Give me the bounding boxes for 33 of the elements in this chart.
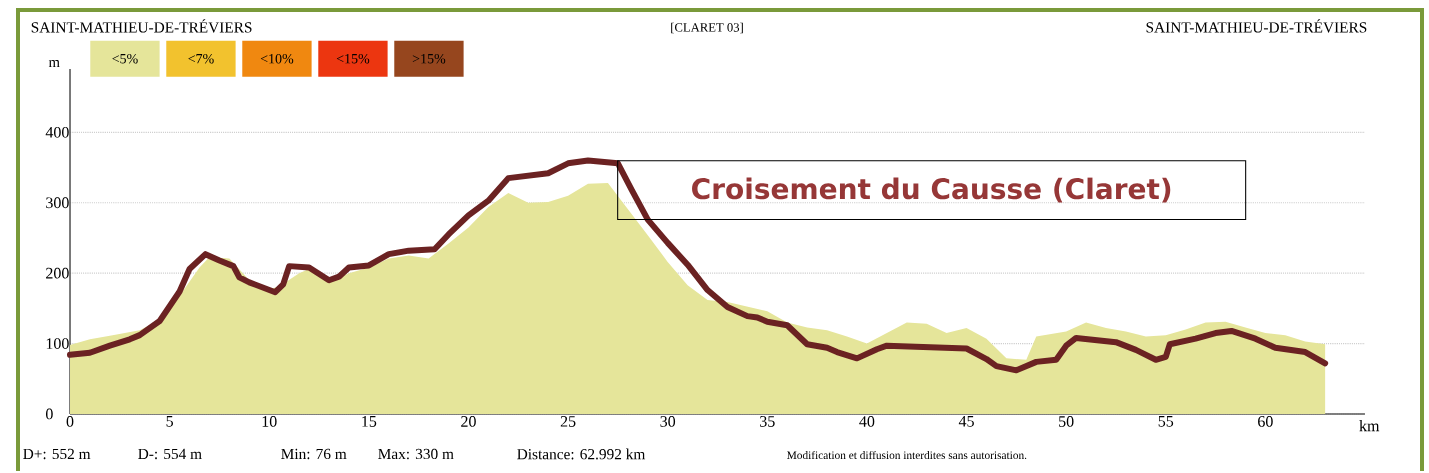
text: >15% bbox=[412, 53, 446, 64]
x-tick-label: 25 bbox=[560, 416, 576, 427]
x-tick-label: 30 bbox=[660, 416, 676, 427]
text: <10% bbox=[260, 53, 294, 64]
text: <15% bbox=[336, 53, 370, 64]
annotation: Croisement du Causse (Claret) bbox=[692, 177, 1171, 203]
x-tick-label: 50 bbox=[1059, 416, 1074, 427]
x-tick-label: 5 bbox=[166, 416, 174, 427]
chart-title: SAINT-MATHIEU-DE-TRÉVIERS bbox=[31, 19, 252, 33]
x-tick-label: 35 bbox=[760, 416, 775, 427]
x-tick-label: 55 bbox=[1158, 416, 1174, 427]
x-axis-title: km bbox=[1359, 420, 1380, 432]
text: D-: 554 m bbox=[138, 448, 202, 460]
y-tick-label: 200 bbox=[46, 267, 69, 279]
y-tick-label: 400 bbox=[45, 126, 69, 138]
x-tick-label: 45 bbox=[958, 416, 974, 427]
text: Max: 330 m bbox=[378, 448, 454, 460]
x-tick-label: 40 bbox=[859, 416, 875, 427]
y-axis-title: m bbox=[48, 60, 60, 67]
text: <7% bbox=[188, 53, 214, 64]
x-tick-label: 15 bbox=[362, 416, 377, 427]
y-tick-label: 100 bbox=[46, 338, 69, 349]
text: D+: 552 m bbox=[23, 448, 91, 460]
text: Min: 76 m bbox=[281, 448, 347, 460]
x-tick-label: 60 bbox=[1258, 416, 1273, 427]
x-tick-label: 20 bbox=[461, 416, 476, 427]
text: Modification et diffusion interdites sans autorisation. bbox=[787, 450, 1027, 460]
text: SAINT-MATHIEU-DE-TRÉVIERS bbox=[1146, 19, 1367, 33]
text: Distance: 62.992 km bbox=[517, 448, 646, 460]
x-tick-label: 10 bbox=[262, 416, 277, 427]
chart-subtitle: [CLARET 03] bbox=[671, 22, 743, 34]
y-tick-label: 300 bbox=[46, 197, 69, 209]
text: <5% bbox=[112, 53, 138, 64]
